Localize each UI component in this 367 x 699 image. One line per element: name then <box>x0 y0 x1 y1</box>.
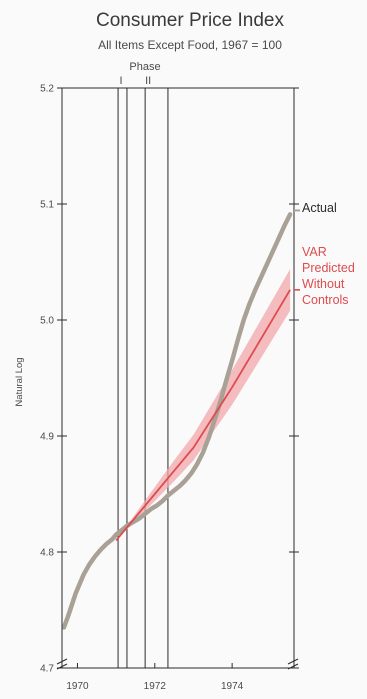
phase-label: II <box>145 75 151 87</box>
legend-predicted-line: Without <box>302 277 345 291</box>
plot-frame <box>61 87 295 669</box>
y-axis-label: Natural Log <box>14 357 25 406</box>
axes <box>56 87 299 670</box>
series-line-actual <box>61 212 293 630</box>
y-tick-label: 5.1 <box>40 200 54 211</box>
x-ticks: 1970 1972 1974 <box>66 663 244 692</box>
y-tick-label: 4.8 <box>40 548 54 559</box>
y-ticks: 4.7 4.8 4.9 5.0 5.1 5.2 <box>40 84 299 675</box>
x-tick-label: 1972 <box>144 681 167 692</box>
x-tick-label: 1974 <box>221 681 244 692</box>
phase-lines: I II <box>117 75 169 668</box>
legend: Actual VAR Predicted Without Controls <box>294 201 355 307</box>
series-lines <box>61 212 293 630</box>
series-line-predicted <box>115 289 291 541</box>
y-tick-label: 5.2 <box>40 84 54 95</box>
legend-predicted-line: Controls <box>302 293 349 307</box>
y-tick-label: 5.0 <box>40 316 54 327</box>
legend-predicted-line: Predicted <box>302 261 355 275</box>
y-tick-label: 4.7 <box>40 664 54 675</box>
chart-title: Consumer Price Index <box>96 10 284 31</box>
chart-subtitle: All Items Except Food, 1967 = 100 <box>98 38 282 52</box>
prediction-band <box>116 269 291 541</box>
y-tick-label: 4.9 <box>40 432 54 443</box>
phase-label: I <box>120 75 123 87</box>
x-tick-label: 1970 <box>66 681 89 692</box>
legend-predicted-line: VAR <box>302 245 327 259</box>
predicted-confidence-band <box>116 269 291 541</box>
phase-header: Phase <box>129 61 160 73</box>
legend-actual: Actual <box>302 201 337 215</box>
